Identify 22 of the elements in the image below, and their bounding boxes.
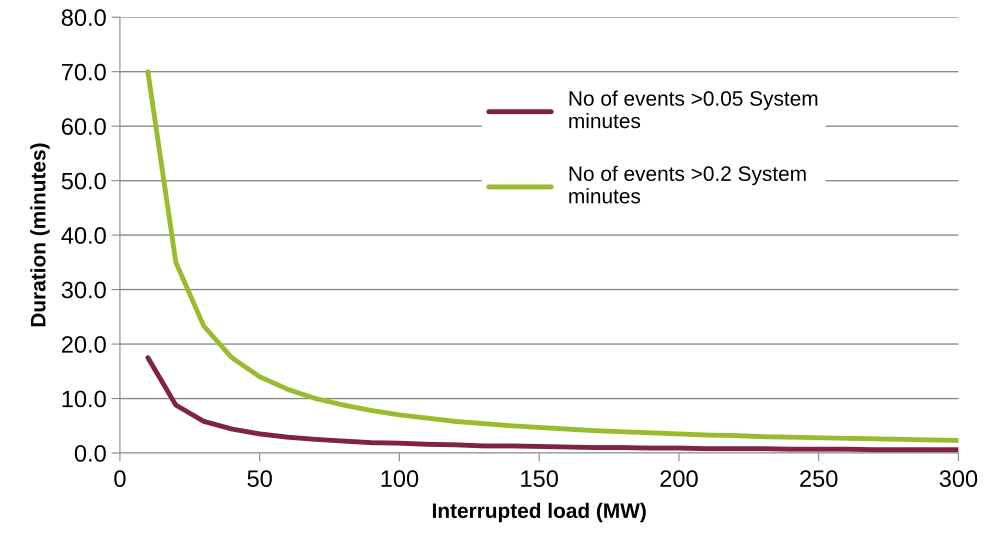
y-tick-label: 70.0 — [62, 64, 106, 80]
x-tick-label: 50 — [247, 470, 272, 488]
y-tick-label: 30.0 — [62, 282, 106, 298]
x-tick-label: 150 — [521, 470, 558, 488]
x-tick-label: 250 — [800, 470, 838, 488]
x-tick-label: 300 — [940, 470, 978, 488]
legend-label: No of events >0.2 System minutes — [569, 166, 806, 204]
x-axis-title: Interrupted load (MW) — [432, 502, 646, 522]
y-tick-label: 80.0 — [62, 9, 106, 26]
x-tick-label: 100 — [382, 470, 418, 488]
x-tick-label: 200 — [660, 470, 698, 488]
y-axis-title: Duration (minutes) — [30, 144, 50, 326]
line-series — [145, 69, 958, 443]
y-tick-label: 0.0 — [74, 445, 106, 462]
legend-label: No of events >0.05 System minutes — [569, 90, 818, 128]
y-tick-label: 20.0 — [62, 336, 106, 353]
line-series — [145, 355, 958, 452]
y-tick-label: 10.0 — [62, 390, 106, 408]
y-tick-label: 50.0 — [62, 172, 106, 190]
y-tick-label: 40.0 — [61, 227, 106, 244]
x-tick-label: 0 — [114, 470, 126, 488]
y-tick-label: 60.0 — [62, 118, 106, 135]
